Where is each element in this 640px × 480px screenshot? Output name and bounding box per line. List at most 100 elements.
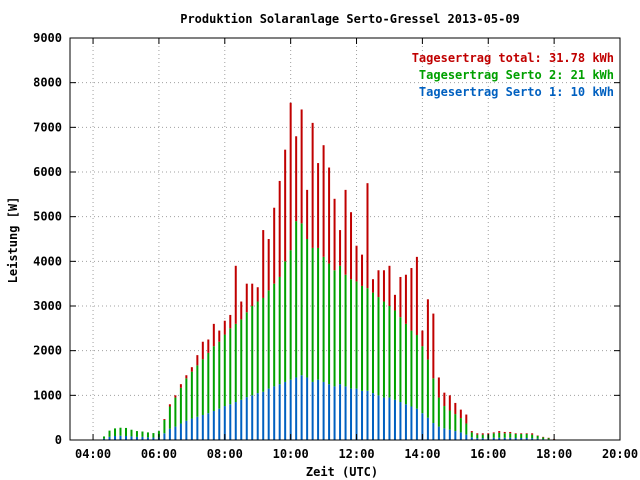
bar-serto1-73	[503, 437, 506, 440]
y-tick-label-4: 4000	[33, 254, 62, 268]
bar-serto1-24	[234, 402, 237, 440]
bar-extra-17	[196, 355, 199, 366]
bar-serto2-44	[344, 274, 347, 387]
bar-serto2-6	[135, 431, 138, 437]
bar-extra-28	[256, 287, 259, 302]
plot-frame	[69, 37, 621, 441]
bar-serto1-46	[355, 388, 358, 440]
bar-serto2-28	[256, 301, 259, 394]
bar-serto1-13	[174, 426, 177, 440]
bar-serto2-45	[350, 279, 353, 389]
bar-serto2-1	[108, 430, 111, 437]
bar-serto1-45	[350, 388, 353, 440]
bar-extra-79	[536, 435, 539, 437]
bar-serto1-71	[492, 437, 495, 440]
bar-serto2-69	[481, 434, 484, 439]
bar-serto1-52	[388, 397, 391, 440]
bar-serto2-3	[119, 427, 122, 436]
bar-extra-19	[207, 339, 210, 353]
bar-serto2-33	[284, 261, 287, 382]
bar-serto1-53	[393, 399, 396, 440]
bar-serto1-5	[130, 436, 133, 440]
bar-serto1-63	[448, 429, 451, 440]
bar-extra-24	[234, 265, 237, 324]
bar-extra-65	[459, 409, 462, 419]
bar-extra-73	[503, 431, 506, 434]
bar-extra-22	[223, 320, 226, 335]
y-axis-label: Leistung [W]	[6, 197, 20, 284]
bar-serto1-75	[514, 437, 517, 440]
bar-extra-39	[317, 163, 320, 248]
bar-serto1-67	[470, 437, 473, 440]
bar-serto2-18	[201, 359, 204, 415]
legend-entry-0: Tagesertrag total: 31.78 kWh	[412, 51, 614, 65]
bar-serto2-47	[361, 285, 364, 391]
bar-serto2-5	[130, 429, 133, 437]
bar-extra-32	[278, 180, 281, 277]
bar-serto2-29	[262, 297, 265, 392]
bar-extra-25	[240, 301, 243, 320]
bar-extra-58	[421, 330, 424, 347]
bar-serto2-46	[355, 281, 358, 389]
bar-serto1-69	[481, 438, 484, 440]
bar-serto2-53	[393, 310, 396, 400]
bar-extra-31	[273, 207, 276, 284]
bar-serto2-74	[509, 433, 512, 438]
bar-serto2-60	[432, 378, 435, 424]
bar-extra-40	[322, 145, 325, 257]
bar-extra-69	[481, 433, 484, 435]
bar-serto2-31	[273, 283, 276, 387]
bar-extra-26	[245, 283, 248, 313]
bar-serto2-62	[443, 406, 446, 429]
bar-serto1-19	[207, 413, 210, 440]
bar-serto2-8	[146, 432, 149, 438]
bar-extra-47	[361, 254, 364, 286]
bar-serto2-67	[470, 432, 473, 438]
bar-serto2-0	[103, 436, 106, 439]
y-tick-label-9: 9000	[33, 31, 62, 45]
bar-serto1-44	[344, 386, 347, 440]
bar-serto2-15	[185, 378, 188, 421]
bar-serto2-41	[328, 263, 331, 385]
bar-serto2-61	[437, 397, 440, 427]
bar-serto1-18	[201, 414, 204, 440]
bar-extra-30	[267, 239, 270, 291]
bar-serto1-34	[289, 379, 292, 440]
bar-serto2-34	[289, 250, 292, 380]
bar-extra-60	[432, 313, 435, 379]
bar-serto1-61	[437, 426, 440, 440]
bar-extra-53	[393, 294, 396, 311]
bar-serto1-68	[476, 438, 479, 440]
bar-serto1-38	[311, 381, 314, 440]
bar-serto1-2	[114, 435, 117, 440]
bar-serto1-0	[103, 438, 106, 440]
legend-entry-1: Tagesertrag Serto 2: 21 kWh	[419, 68, 614, 82]
bar-serto2-14	[179, 387, 182, 424]
bar-serto1-41	[328, 384, 331, 440]
bar-serto2-71	[492, 433, 495, 438]
bar-serto1-47	[361, 390, 364, 440]
bar-serto2-16	[190, 371, 193, 419]
bar-serto1-50	[377, 395, 380, 440]
bar-extra-54	[399, 276, 402, 318]
bar-extra-61	[437, 377, 440, 398]
bar-serto1-56	[410, 406, 413, 440]
bar-serto2-73	[503, 433, 506, 438]
bar-extra-41	[328, 167, 331, 264]
bar-serto1-29	[262, 391, 265, 440]
bar-serto1-65	[459, 432, 462, 440]
bar-serto1-7	[141, 436, 144, 440]
bar-serto1-57	[415, 408, 418, 440]
bar-serto2-7	[141, 431, 144, 437]
bar-extra-13	[174, 395, 177, 398]
chart-title: Produktion Solaranlage Serto-Gressel 201…	[180, 12, 520, 26]
bar-extra-75	[514, 433, 517, 434]
bar-extra-72	[498, 431, 501, 433]
bar-serto1-1	[108, 436, 111, 440]
bar-serto2-24	[234, 323, 237, 403]
bar-serto2-81	[547, 437, 550, 440]
bar-extra-81	[547, 437, 550, 439]
bar-serto1-22	[223, 406, 226, 440]
bar-extra-71	[492, 432, 495, 434]
bar-serto1-26	[245, 397, 248, 440]
